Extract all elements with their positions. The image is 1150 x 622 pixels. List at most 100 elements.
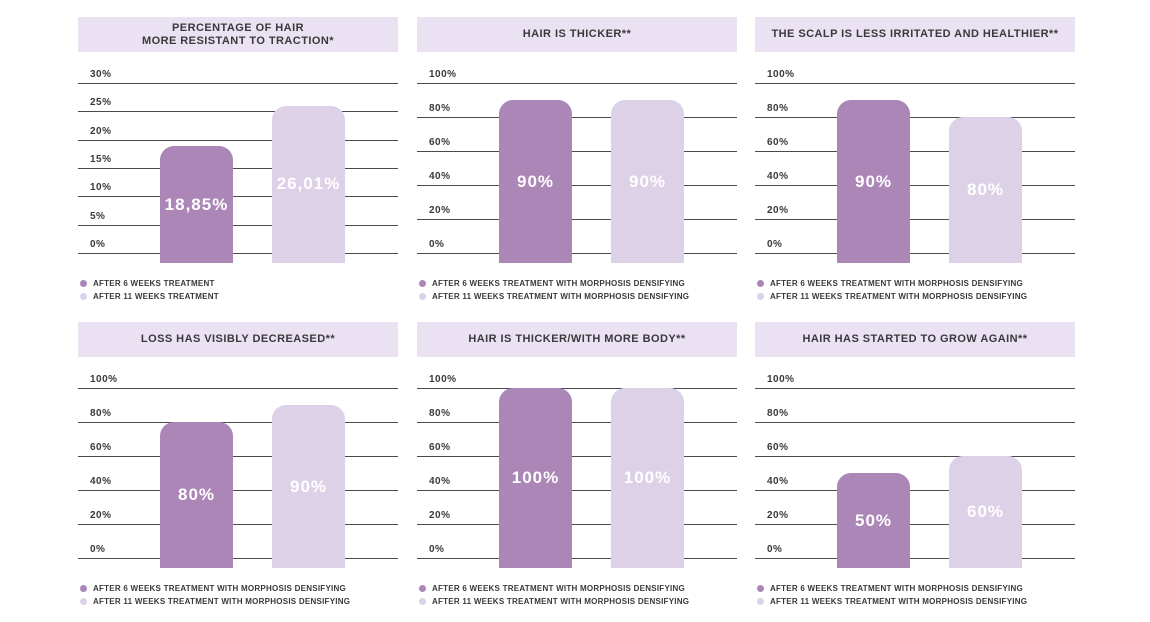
chart-title-banner: PERCENTAGE OF HAIR MORE RESISTANT TO TRAC… bbox=[78, 17, 398, 52]
y-axis-tick-label: 20% bbox=[429, 510, 451, 521]
legend-label: AFTER 6 WEEKS TREATMENT bbox=[93, 279, 215, 288]
bar-value-label: 100% bbox=[623, 468, 672, 487]
gridline bbox=[417, 524, 737, 525]
chart-hair-resistance-to-traction: PERCENTAGE OF HAIR MORE RESISTANT TO TRAC… bbox=[78, 17, 398, 312]
y-axis-tick-label: 60% bbox=[90, 442, 112, 453]
legend-dot-dark bbox=[80, 585, 87, 592]
y-axis-tick-label: 60% bbox=[429, 137, 451, 148]
chart-hair-started-to-grow-again: HAIR HAS STARTED TO GROW AGAIN** 100% 80% 6… bbox=[755, 322, 1075, 617]
legend-label: AFTER 11 WEEKS TREATMENT WITH MORPHOSIS … bbox=[770, 292, 1028, 301]
bar-value-label: 60% bbox=[966, 502, 1005, 521]
chart-title: MORE RESISTANT TO TRACTION* bbox=[141, 34, 335, 47]
y-axis-tick-label: 25% bbox=[90, 97, 112, 109]
legend-item: AFTER 6 WEEKS TREATMENT WITH MORPHOSIS D… bbox=[80, 584, 346, 593]
gridline bbox=[78, 168, 398, 169]
chart-title: LOSS HAS VISIBLY DECREASED** bbox=[140, 333, 336, 345]
gridline bbox=[78, 558, 398, 559]
gridline bbox=[78, 83, 398, 84]
chart-title-banner: HAIR HAS STARTED TO GROW AGAIN** bbox=[755, 322, 1075, 357]
y-axis-tick-label: 60% bbox=[767, 442, 789, 453]
y-axis-tick-label: 40% bbox=[767, 171, 789, 182]
legend-dot-dark bbox=[80, 280, 87, 287]
y-axis-tick-label: 100% bbox=[429, 374, 457, 385]
chart-title: PERCENTAGE OF HAIR bbox=[172, 21, 304, 34]
y-axis-tick-label: 0% bbox=[429, 544, 445, 555]
gridline bbox=[755, 117, 1075, 118]
legend-dot-dark bbox=[419, 280, 426, 287]
legend-item: AFTER 6 WEEKS TREATMENT WITH MORPHOSIS D… bbox=[757, 584, 1023, 593]
bar-after-6-weeks: 18,85% bbox=[160, 146, 233, 263]
legend-dot-light bbox=[757, 293, 764, 300]
legend-dot-dark bbox=[419, 585, 426, 592]
legend-label: AFTER 6 WEEKS TREATMENT WITH MORPHOSIS D… bbox=[432, 279, 685, 288]
gridline bbox=[78, 224, 398, 226]
y-axis-tick-label: 15% bbox=[90, 154, 112, 165]
gridline bbox=[417, 117, 737, 118]
y-axis-tick-label: 80% bbox=[767, 103, 789, 114]
gridline bbox=[755, 490, 1075, 491]
y-axis-tick-label: 0% bbox=[429, 239, 445, 250]
y-axis-tick-label: 20% bbox=[767, 205, 789, 216]
gridline bbox=[417, 219, 737, 220]
bar-value-label: 26,01% bbox=[276, 174, 341, 194]
legend-item: AFTER 11 WEEKS TREATMENT bbox=[80, 292, 219, 301]
gridline bbox=[78, 456, 398, 457]
y-axis-tick-label: 20% bbox=[90, 125, 112, 137]
gridline bbox=[78, 139, 398, 141]
bar-after-6-weeks: 50% bbox=[837, 473, 910, 568]
chart-hair-thicker-more-body: HAIR IS THICKER/WITH MORE BODY** 100% 80% 6… bbox=[417, 322, 737, 617]
legend-item: AFTER 11 WEEKS TREATMENT WITH MORPHOSIS … bbox=[757, 597, 1027, 606]
bar-value-label: 90% bbox=[854, 171, 893, 191]
legend-dot-light bbox=[80, 598, 87, 605]
bar-value-label: 18,85% bbox=[164, 194, 229, 214]
bar-value-label: 90% bbox=[289, 476, 328, 496]
legend-label: AFTER 11 WEEKS TREATMENT WITH MORPHOSIS … bbox=[93, 597, 351, 606]
gridline bbox=[755, 253, 1075, 254]
y-axis-tick-label: 60% bbox=[429, 442, 451, 453]
gridline bbox=[755, 151, 1075, 152]
legend-item: AFTER 6 WEEKS TREATMENT WITH MORPHOSIS D… bbox=[757, 279, 1023, 288]
chart-title-banner: HAIR IS THICKER** bbox=[417, 17, 737, 52]
bar-after-11-weeks: 90% bbox=[272, 405, 345, 568]
gridline bbox=[417, 388, 737, 389]
legend-item: AFTER 11 WEEKS TREATMENT WITH MORPHOSIS … bbox=[419, 292, 689, 301]
legend-label: AFTER 6 WEEKS TREATMENT WITH MORPHOSIS D… bbox=[93, 584, 346, 593]
chart-title: HAIR IS THICKER/WITH MORE BODY** bbox=[468, 333, 686, 345]
gridline bbox=[78, 196, 398, 198]
gridline bbox=[417, 456, 737, 457]
legend-label: AFTER 11 WEEKS TREATMENT WITH MORPHOSIS … bbox=[432, 597, 690, 606]
gridline bbox=[755, 219, 1075, 220]
gridline bbox=[755, 558, 1075, 559]
legend-dot-light bbox=[757, 598, 764, 605]
bar-value-label: 90% bbox=[628, 171, 667, 191]
bar-after-6-weeks: 90% bbox=[499, 100, 572, 263]
y-axis-tick-label: 10% bbox=[90, 182, 112, 194]
legend-label: AFTER 11 WEEKS TREATMENT bbox=[93, 292, 219, 301]
legend-item: AFTER 6 WEEKS TREATMENT WITH MORPHOSIS D… bbox=[419, 584, 685, 593]
y-axis-tick-label: 40% bbox=[429, 171, 451, 182]
y-axis-tick-label: 80% bbox=[429, 408, 451, 419]
gridline bbox=[417, 253, 737, 254]
gridline bbox=[755, 185, 1075, 186]
gridline bbox=[755, 524, 1075, 525]
gridline bbox=[417, 83, 737, 84]
y-axis-tick-label: 100% bbox=[767, 374, 795, 385]
legend-item: AFTER 11 WEEKS TREATMENT WITH MORPHOSIS … bbox=[757, 292, 1027, 301]
y-axis-tick-label: 80% bbox=[429, 103, 451, 114]
legend-label: AFTER 11 WEEKS TREATMENT WITH MORPHOSIS … bbox=[432, 292, 690, 301]
gridline bbox=[755, 456, 1075, 457]
chart-loss-visibly-decreased: LOSS HAS VISIBLY DECREASED** 100% 80% 60% 40… bbox=[78, 322, 398, 617]
legend-item: AFTER 6 WEEKS TREATMENT WITH MORPHOSIS D… bbox=[419, 279, 685, 288]
chart-scalp-less-irritated-healthier: THE SCALP IS LESS IRRITATED AND HEALTHIE… bbox=[755, 17, 1075, 312]
legend-label: AFTER 6 WEEKS TREATMENT WITH MORPHOSIS D… bbox=[770, 279, 1023, 288]
y-axis-tick-label: 20% bbox=[429, 205, 451, 216]
gridline bbox=[78, 253, 398, 254]
gridline bbox=[78, 524, 398, 525]
bar-after-6-weeks: 100% bbox=[499, 388, 572, 568]
bar-after-11-weeks: 100% bbox=[611, 388, 684, 568]
bar-value-label: 80% bbox=[177, 485, 216, 504]
legend-dot-dark bbox=[757, 280, 764, 287]
legend-item: AFTER 11 WEEKS TREATMENT WITH MORPHOSIS … bbox=[419, 597, 689, 606]
gridline bbox=[78, 388, 398, 389]
gridline bbox=[417, 422, 737, 423]
